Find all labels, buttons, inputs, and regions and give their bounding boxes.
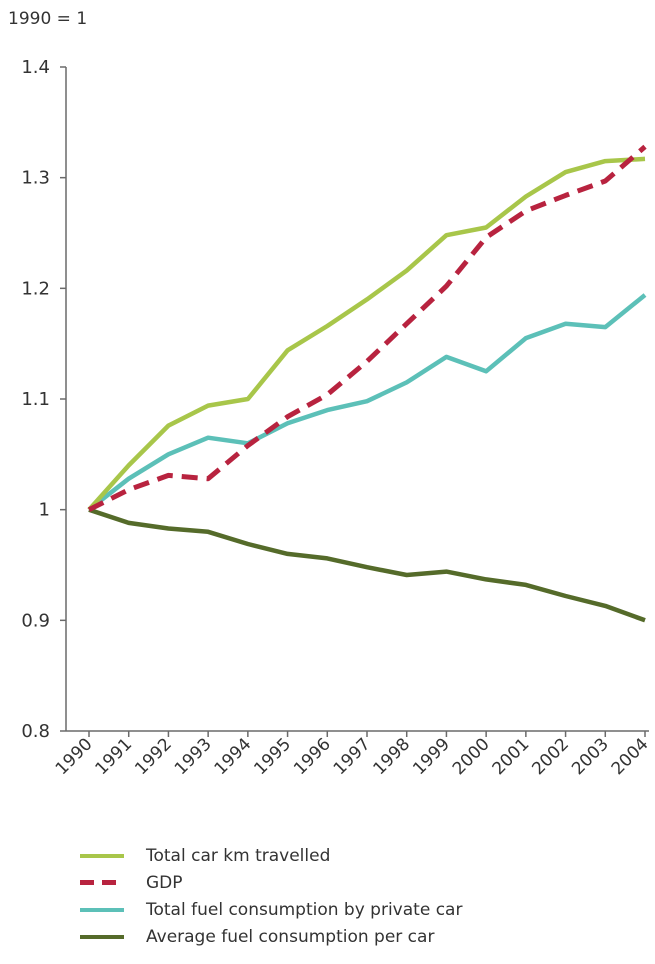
- x-tick-label: 2001: [489, 734, 534, 779]
- x-tick-label: 1999: [409, 734, 454, 779]
- y-tick-label: 1.1: [21, 389, 50, 410]
- x-tick-label: 2000: [449, 734, 494, 779]
- legend: Total car km travelled GDP Total fuel cons…: [80, 842, 462, 950]
- series-line-1: [87, 144, 647, 512]
- y-tick-label: 1.2: [21, 278, 50, 299]
- series-line-3: [88, 507, 646, 623]
- x-tick-label: 2004: [608, 734, 653, 779]
- y-axis: 0.8 0.9 1 1.1 1.2 1.3 1.4: [21, 57, 67, 742]
- x-tick-label: 1991: [92, 734, 137, 779]
- x-tick-label: 1996: [290, 734, 335, 779]
- x-tick-label: 1990: [52, 734, 97, 779]
- y-tick-label: 1.4: [21, 57, 50, 78]
- legend-label: Total car km travelled: [146, 845, 331, 866]
- legend-item: GDP: [80, 869, 462, 896]
- legend-swatch: [80, 880, 124, 885]
- line-chart: 1990 = 1 0.80.911.11.21.31.4 19901991199…: [8, 9, 653, 779]
- legend-item: Total car km travelled: [80, 842, 462, 869]
- y-tick-label: 1: [39, 500, 50, 521]
- y-unit-label: 1990 = 1: [8, 9, 87, 29]
- x-tick-label: 1997: [330, 734, 375, 779]
- x-tick-label: 1998: [370, 734, 415, 779]
- legend-swatch: [80, 853, 124, 858]
- legend-item: Total fuel consumption by private car: [80, 896, 462, 923]
- series-line-2: [87, 293, 647, 512]
- legend-swatch: [80, 934, 124, 939]
- x-tick-label: 1992: [131, 734, 176, 779]
- legend-label: Average fuel consumption per car: [146, 926, 435, 947]
- y-tick-label: 0.8: [21, 721, 50, 742]
- series-line-0: [87, 156, 646, 512]
- y-tick-label: 1.3: [21, 168, 50, 189]
- legend-item: Average fuel consumption per car: [80, 923, 462, 950]
- legend-swatch: [80, 907, 124, 912]
- x-tick-label: 2002: [528, 734, 573, 779]
- x-tick-label: 1993: [171, 734, 216, 779]
- legend-label: GDP: [146, 872, 183, 893]
- series-lines: [87, 144, 647, 623]
- x-tick-label: 1994: [211, 734, 256, 779]
- legend-label: Total fuel consumption by private car: [146, 899, 463, 920]
- x-tick-label: 1995: [250, 734, 295, 779]
- y-tick-label: 0.9: [21, 610, 50, 631]
- x-tick-label: 2003: [568, 734, 613, 779]
- x-axis: 1990199119921993199419951996199719981999…: [52, 730, 653, 779]
